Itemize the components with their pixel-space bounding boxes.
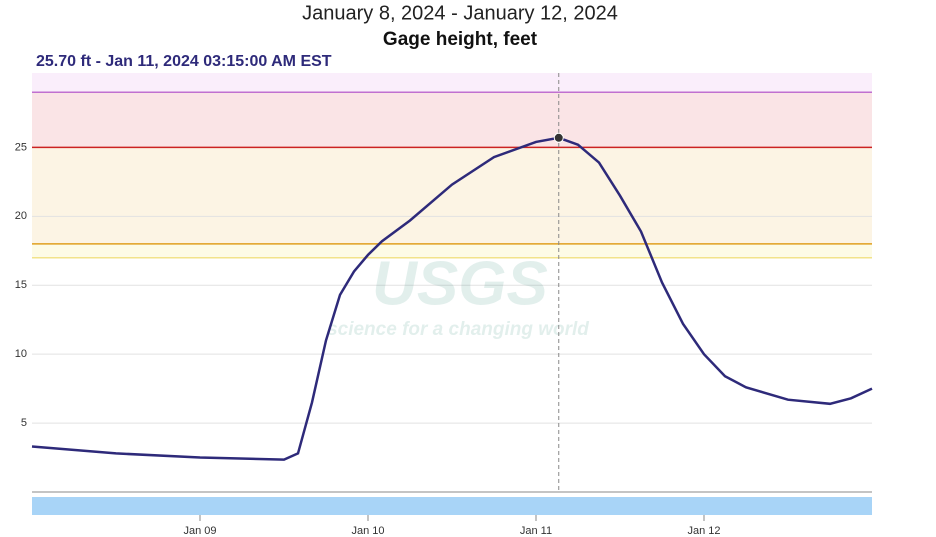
line-series — [31, 136, 873, 461]
chart-title: January 8, 2024 - January 12, 2024 — [302, 2, 618, 24]
y-tick-label: 5 — [21, 417, 27, 429]
range-navigator[interactable] — [32, 497, 872, 515]
watermark-logo: USGS — [372, 249, 548, 318]
y-tick-label: 25 — [15, 141, 27, 153]
x-tick-label: Jan 10 — [351, 525, 384, 537]
x-tick-label: Jan 12 — [687, 525, 720, 537]
chart-subtitle: Gage height, feet — [383, 29, 538, 50]
threshold-band — [32, 73, 872, 93]
x-tick-label: Jan 11 — [520, 525, 552, 537]
threshold-band — [32, 92, 872, 148]
threshold-band — [32, 243, 872, 258]
watermark-tagline: science for a changing world — [327, 319, 589, 340]
y-tick-label: 10 — [15, 348, 27, 360]
threshold-band — [32, 147, 872, 244]
y-tick-label: 20 — [15, 210, 27, 222]
tooltip-label: 25.70 ft - Jan 11, 2024 03:15:00 AM EST — [36, 53, 332, 70]
x-tick-label: Jan 09 — [183, 525, 216, 537]
y-tick-label: 15 — [15, 279, 27, 291]
highlight-point — [553, 132, 564, 143]
